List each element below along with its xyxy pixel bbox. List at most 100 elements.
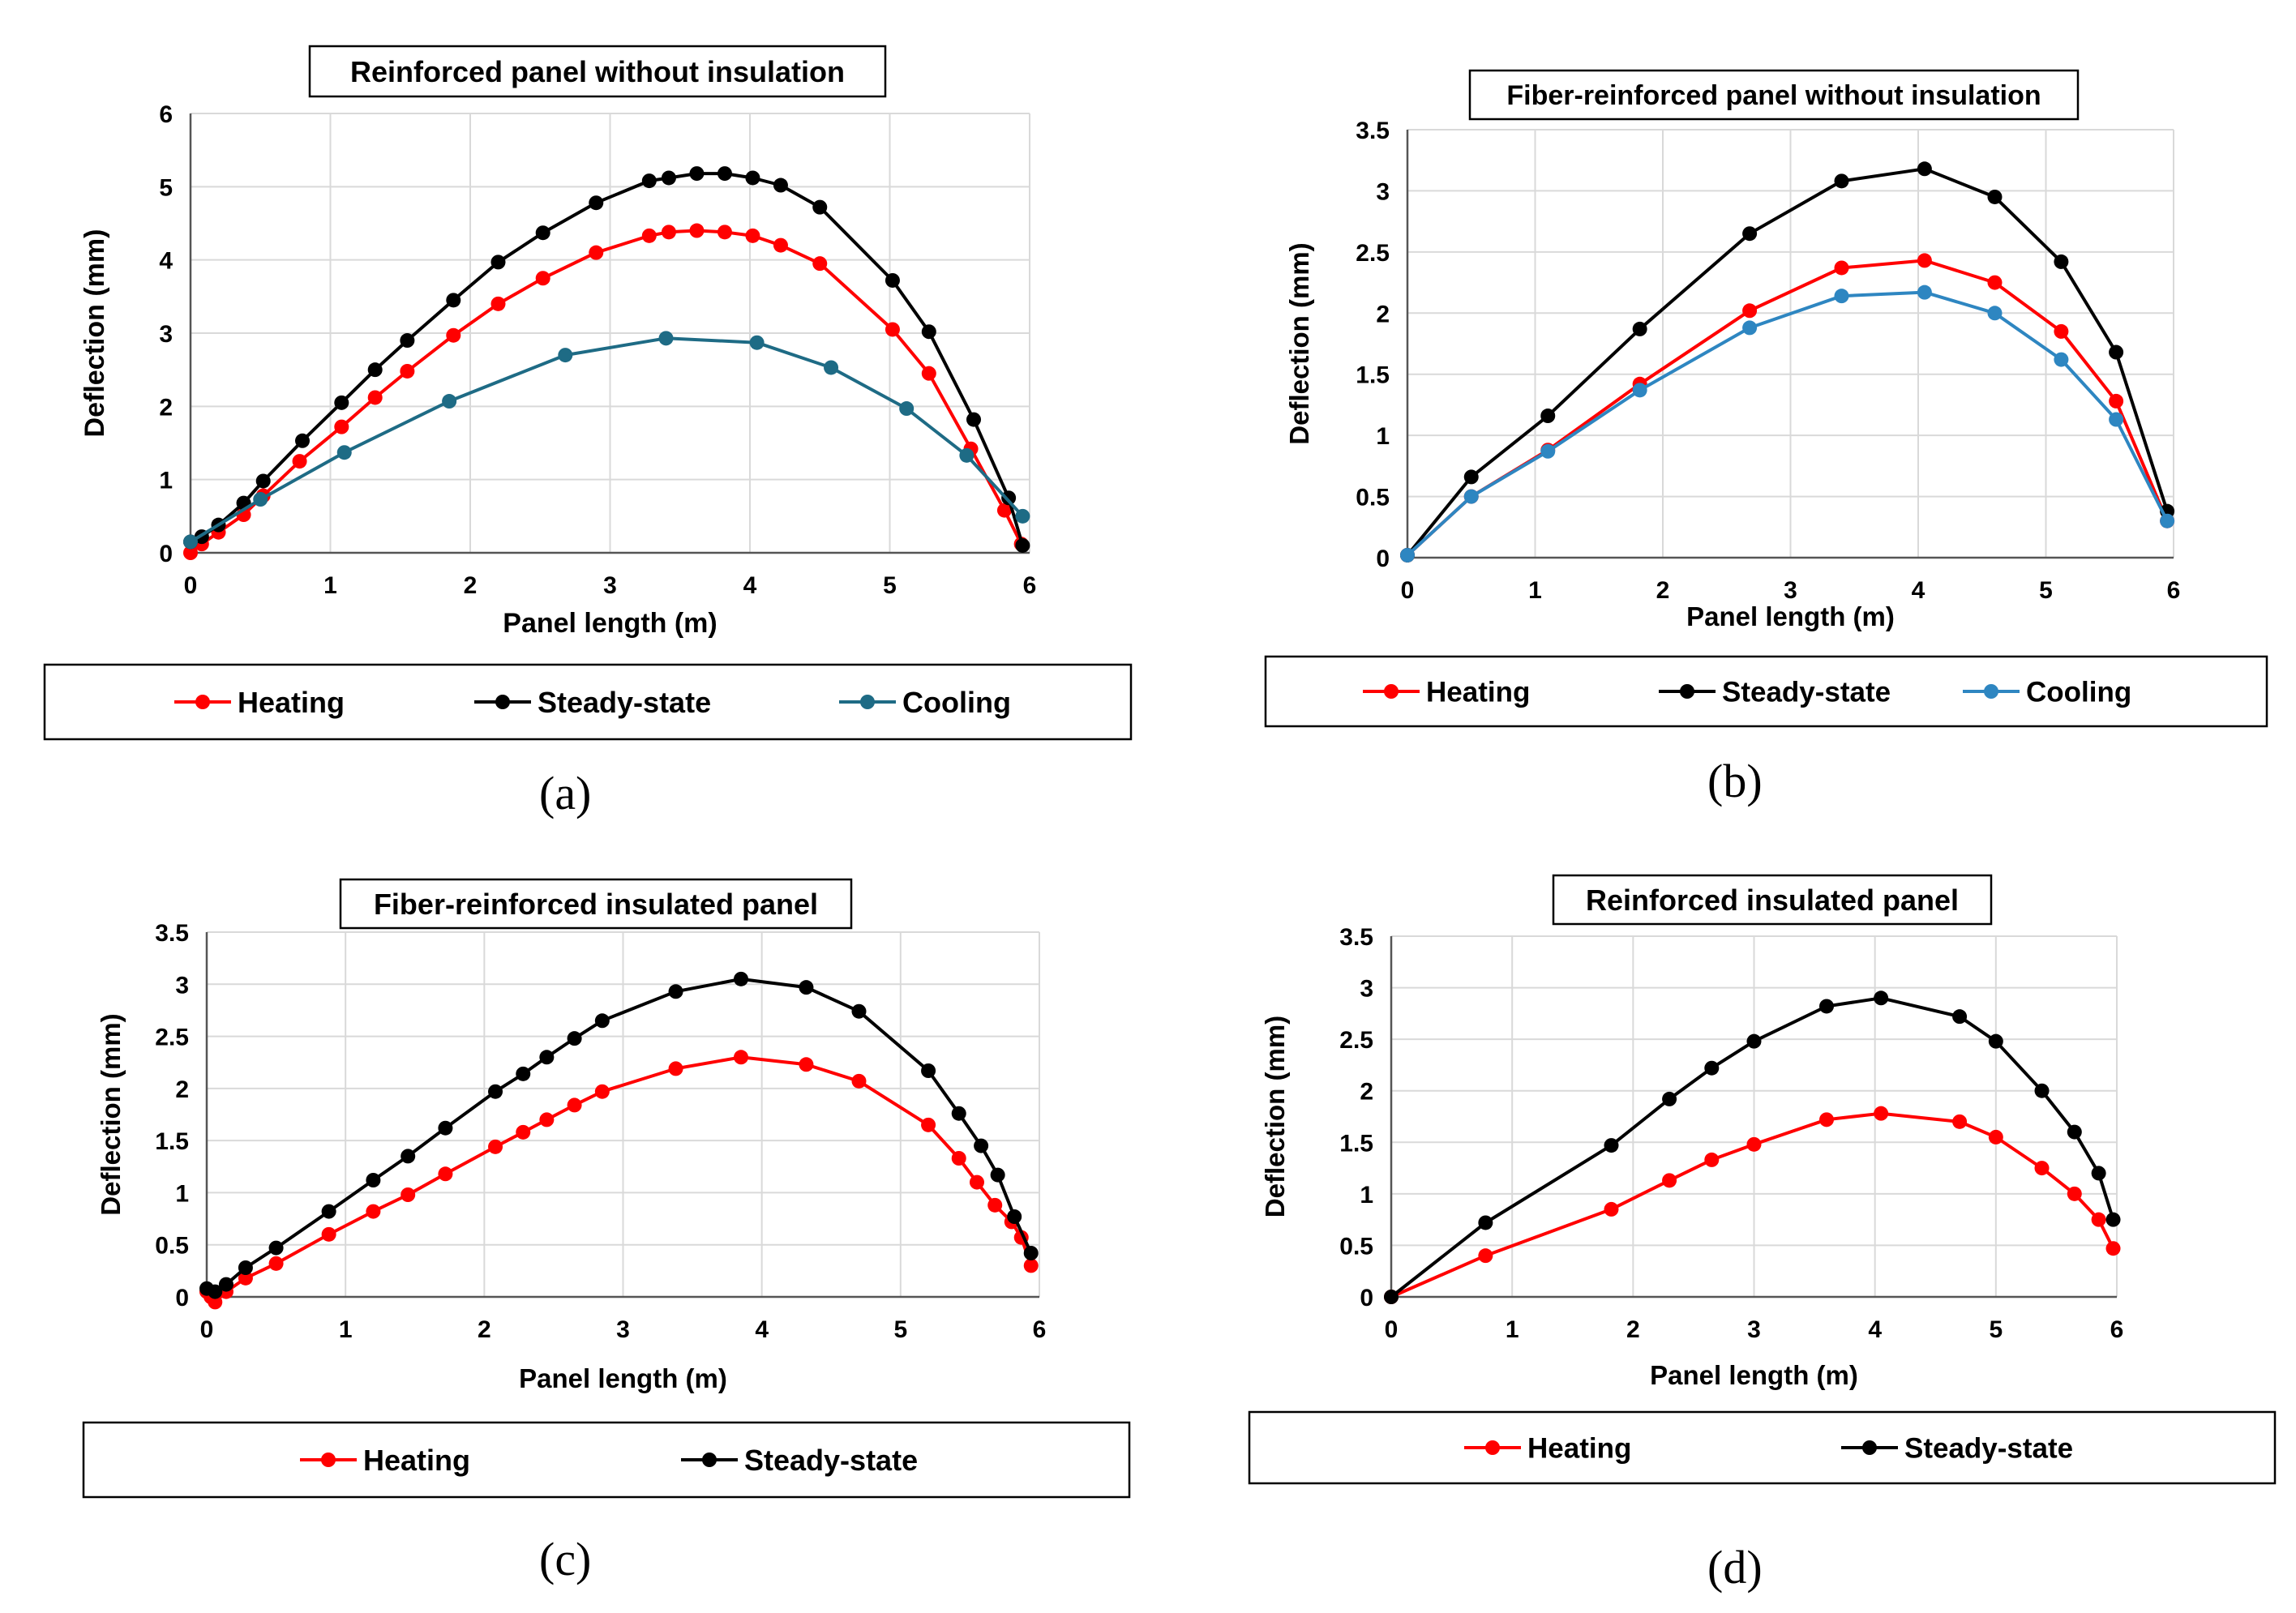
y-tick-label: 4	[159, 248, 173, 275]
data-point-steady-state	[1834, 173, 1849, 189]
data-point-heating	[401, 1187, 416, 1202]
data-point-heating	[535, 271, 550, 286]
data-point-steady-state	[1007, 1209, 1022, 1224]
data-point-cooling	[442, 394, 457, 409]
x-tick-label: 2	[478, 1316, 491, 1343]
data-point-cooling	[1834, 289, 1849, 304]
x-tick-label: 4	[743, 572, 757, 599]
y-tick-label: 3	[1376, 178, 1390, 205]
x-tick-label: 6	[2110, 1316, 2124, 1343]
data-point-heating	[2105, 1241, 2121, 1256]
data-point-steady-state	[268, 1240, 284, 1256]
legend-swatch-marker	[1984, 684, 1998, 699]
data-point-heating	[594, 1084, 610, 1099]
y-tick-label: 1	[1376, 423, 1390, 450]
data-point-heating	[996, 503, 1012, 518]
data-point-steady-state	[1819, 999, 1834, 1014]
data-point-steady-state	[1463, 469, 1479, 485]
y-tick-label: 0	[1376, 546, 1390, 572]
y-tick-label: 5	[159, 174, 173, 201]
data-point-steady-state	[321, 1204, 336, 1219]
data-point-heating	[951, 1151, 966, 1166]
chart-title-box	[1468, 69, 2080, 121]
data-point-heating	[921, 1117, 936, 1132]
y-tick-label: 3	[1360, 976, 1373, 1003]
y-tick-label: 0	[175, 1285, 189, 1311]
data-point-cooling	[1917, 285, 1932, 300]
x-tick-label: 2	[1626, 1316, 1640, 1343]
data-point-heating	[238, 1270, 253, 1286]
data-point-steady-state	[589, 195, 604, 211]
data-point-steady-state	[921, 324, 936, 340]
chart-title: Reinforced panel without insulation	[350, 55, 845, 88]
legend-label: Heating	[363, 1444, 470, 1477]
data-point-steady-state	[488, 1084, 503, 1099]
data-point-heating	[2109, 393, 2124, 409]
data-point-heating	[366, 1204, 381, 1219]
data-point-cooling	[558, 348, 573, 363]
legend-label: Cooling	[2026, 677, 2131, 708]
legend-label: Steady-state	[1904, 1433, 2073, 1465]
data-point-steady-state	[1952, 1009, 1968, 1025]
data-point-heating	[668, 1061, 683, 1076]
data-point-heating	[1604, 1201, 1619, 1217]
x-tick-label: 1	[1528, 577, 1542, 604]
legend-swatch-marker	[702, 1453, 717, 1467]
data-point-steady-state	[1023, 1246, 1039, 1260]
data-point-cooling	[1015, 508, 1030, 524]
y-tick-label: 0	[1360, 1285, 1373, 1311]
series-line-heating	[1406, 259, 2169, 557]
chart-c-svg: 0 1 2 3 4 5 6 0 0.5 1 1.5 2 2.5 3 3.5 Panel length (m) D…	[82, 878, 1131, 1499]
data-point-heating	[183, 546, 198, 560]
y-tick-label: 3.5	[1339, 924, 1373, 951]
legend-swatch-marker	[1384, 684, 1399, 699]
data-point-steady-state	[2109, 344, 2124, 360]
data-point-steady-state	[1704, 1060, 1720, 1076]
series-line-cooling	[1406, 290, 2169, 557]
x-tick-label: 1	[323, 572, 337, 599]
data-point-heating	[516, 1124, 531, 1140]
legend-box	[1264, 655, 2268, 728]
x-tick-label: 1	[1506, 1316, 1519, 1343]
data-point-heating	[367, 390, 383, 405]
y-tick-label: 3	[175, 972, 189, 999]
y-tick-label: 3.5	[155, 920, 189, 947]
y-tick-label: 1	[1360, 1182, 1373, 1209]
y-tick-label: 6	[159, 101, 173, 128]
y-tick-label: 0.5	[1339, 1233, 1373, 1260]
legend-box	[1248, 1410, 2277, 1485]
y-tick-label: 0	[159, 541, 173, 567]
data-point-steady-state	[594, 1013, 610, 1029]
data-point-heating	[1834, 260, 1849, 276]
y-tick-label: 2	[159, 394, 173, 421]
legend-label: Heating	[1527, 1433, 1631, 1465]
y-tick-label: 1	[175, 1180, 189, 1207]
data-point-steady-state	[238, 1260, 253, 1275]
data-point-cooling	[2054, 352, 2069, 367]
y-tick-label: 1.5	[1356, 362, 1390, 389]
chart-panel-c: 0 1 2 3 4 5 6 0 0.5 1 1.5 2 2.5 3 3.5 Panel length (m) D…	[0, 811, 1148, 1613]
data-point-steady-state	[334, 395, 349, 410]
data-point-steady-state	[812, 199, 828, 215]
x-tick-label: 3	[616, 1316, 630, 1343]
data-point-heating	[1988, 1129, 2003, 1145]
data-point-steady-state	[1001, 490, 1017, 506]
data-point-steady-state	[1988, 1033, 2003, 1049]
data-point-steady-state	[490, 255, 506, 270]
data-point-steady-state	[2105, 1212, 2121, 1227]
data-point-heating	[661, 225, 676, 240]
data-point-steady-state	[885, 272, 900, 288]
data-point-steady-state	[438, 1120, 453, 1136]
data-point-heating	[2034, 1161, 2050, 1176]
x-axis-label: Panel length (m)	[1686, 601, 1895, 631]
legend-label: Steady-state	[1722, 677, 1891, 708]
data-point-heating	[334, 419, 349, 434]
data-point-steady-state	[661, 170, 676, 186]
chart-a-svg: 0 1 2 3 4 5 6 0 1 2 3 4 5 6 Panel length (m) Deflection…	[43, 45, 1133, 741]
x-tick-label: 5	[883, 572, 897, 599]
legend-swatch-marker	[1485, 1440, 1500, 1455]
data-point-steady-state	[367, 362, 383, 378]
x-tick-label: 1	[339, 1316, 353, 1343]
x-tick-label: 5	[2039, 577, 2053, 604]
legend-swatch-marker	[860, 695, 875, 709]
